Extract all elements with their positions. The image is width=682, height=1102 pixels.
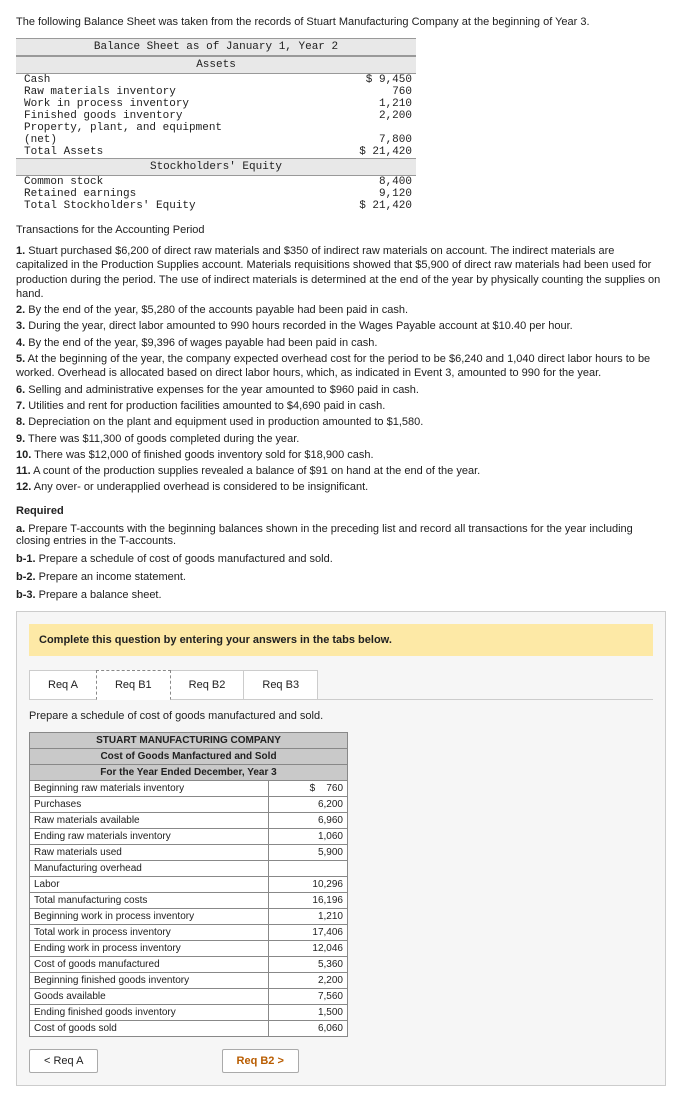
bs-row: Retained earnings9,120 (16, 188, 416, 200)
transaction-item: 9. There was $11,300 of goods completed … (16, 432, 666, 446)
bs-equity-header: Stockholders' Equity (16, 158, 416, 176)
bs-row: Total Assets$ 21,420 (16, 146, 416, 158)
transaction-item: 5. At the beginning of the year, the com… (16, 352, 666, 381)
transaction-item: 12. Any over- or underapplied overhead i… (16, 480, 666, 494)
cogs-row: Beginning raw materials inventory$ 760 (30, 780, 348, 796)
req-b2-text: b-2. Prepare an income statement. (16, 571, 666, 583)
bs-row: Finished goods inventory2,200 (16, 110, 416, 122)
cogs-row: Beginning finished goods inventory2,200 (30, 972, 348, 988)
transaction-item: 11. A count of the production supplies r… (16, 464, 666, 478)
cogs-company: STUART MANUFACTURING COMPANY (30, 732, 348, 748)
complete-instruction: Complete this question by entering your … (29, 624, 653, 656)
required-header: Required (16, 505, 666, 517)
bs-row: Common stock8,400 (16, 176, 416, 188)
answer-box: Complete this question by entering your … (16, 611, 666, 1086)
cogs-period: For the Year Ended December, Year 3 (30, 764, 348, 780)
intro-text: The following Balance Sheet was taken fr… (16, 16, 666, 28)
next-button[interactable]: Req B2 > (222, 1049, 299, 1073)
tab-req-b3[interactable]: Req B3 (243, 670, 318, 700)
bs-row: (net)7,800 (16, 134, 416, 146)
req-b1-text: b-1. Prepare a schedule of cost of goods… (16, 553, 666, 565)
transactions-header: Transactions for the Accounting Period (16, 224, 666, 236)
bs-row: Property, plant, and equipment (16, 122, 416, 134)
transaction-item: 7. Utilities and rent for production fac… (16, 399, 666, 413)
tab-req-b2[interactable]: Req B2 (170, 670, 245, 700)
transaction-item: 10. There was $12,000 of finished goods … (16, 448, 666, 462)
transaction-item: 3. During the year, direct labor amounte… (16, 319, 666, 333)
tab-instruction: Prepare a schedule of cost of goods manu… (29, 710, 653, 722)
bs-row: Cash$ 9,450 (16, 74, 416, 86)
tab-req-a[interactable]: Req A (29, 670, 97, 700)
transaction-item: 1. Stuart purchased $6,200 of direct raw… (16, 244, 666, 301)
cogs-row: Raw materials used5,900 (30, 844, 348, 860)
cogs-row: Labor10,296 (30, 876, 348, 892)
cogs-row: Total manufacturing costs16,196 (30, 892, 348, 908)
tab-req-b1[interactable]: Req B1 (96, 670, 171, 700)
cogs-table: STUART MANUFACTURING COMPANY Cost of Goo… (29, 732, 348, 1037)
cogs-row: Ending finished goods inventory1,500 (30, 1004, 348, 1020)
transaction-item: 6. Selling and administrative expenses f… (16, 383, 666, 397)
cogs-row: Beginning work in process inventory1,210 (30, 908, 348, 924)
transaction-item: 4. By the end of the year, $9,396 of wag… (16, 336, 666, 350)
balance-sheet: Balance Sheet as of January 1, Year 2 As… (16, 38, 416, 212)
tabs: Req A Req B1 Req B2 Req B3 (29, 670, 653, 700)
bs-row: Total Stockholders' Equity$ 21,420 (16, 200, 416, 212)
bs-title: Balance Sheet as of January 1, Year 2 (16, 38, 416, 56)
prev-button[interactable]: < Req A (29, 1049, 98, 1073)
nav-buttons: < Req A Req B2 > (29, 1049, 653, 1073)
cogs-row: Purchases6,200 (30, 796, 348, 812)
cogs-row: Ending work in process inventory12,046 (30, 940, 348, 956)
cogs-row: Total work in process inventory17,406 (30, 924, 348, 940)
cogs-row: Raw materials available6,960 (30, 812, 348, 828)
bs-row: Raw materials inventory760 (16, 86, 416, 98)
req-a-text: a. a. Prepare T-accounts with the beginn… (16, 523, 666, 547)
transaction-item: 8. Depreciation on the plant and equipme… (16, 415, 666, 429)
tab-content: Prepare a schedule of cost of goods manu… (29, 699, 653, 1073)
req-b3-text: b-3. Prepare a balance sheet. (16, 589, 666, 601)
cogs-row: Ending raw materials inventory1,060 (30, 828, 348, 844)
transactions-list: 1. Stuart purchased $6,200 of direct raw… (16, 244, 666, 495)
cogs-row: Cost of goods sold6,060 (30, 1020, 348, 1036)
cogs-row: Goods available7,560 (30, 988, 348, 1004)
cogs-row: Manufacturing overhead (30, 860, 348, 876)
transaction-item: 2. By the end of the year, $5,280 of the… (16, 303, 666, 317)
cogs-row: Cost of goods manufactured5,360 (30, 956, 348, 972)
cogs-title: Cost of Goods Manfactured and Sold (30, 748, 348, 764)
bs-assets-header: Assets (16, 56, 416, 74)
bs-row: Work in process inventory1,210 (16, 98, 416, 110)
